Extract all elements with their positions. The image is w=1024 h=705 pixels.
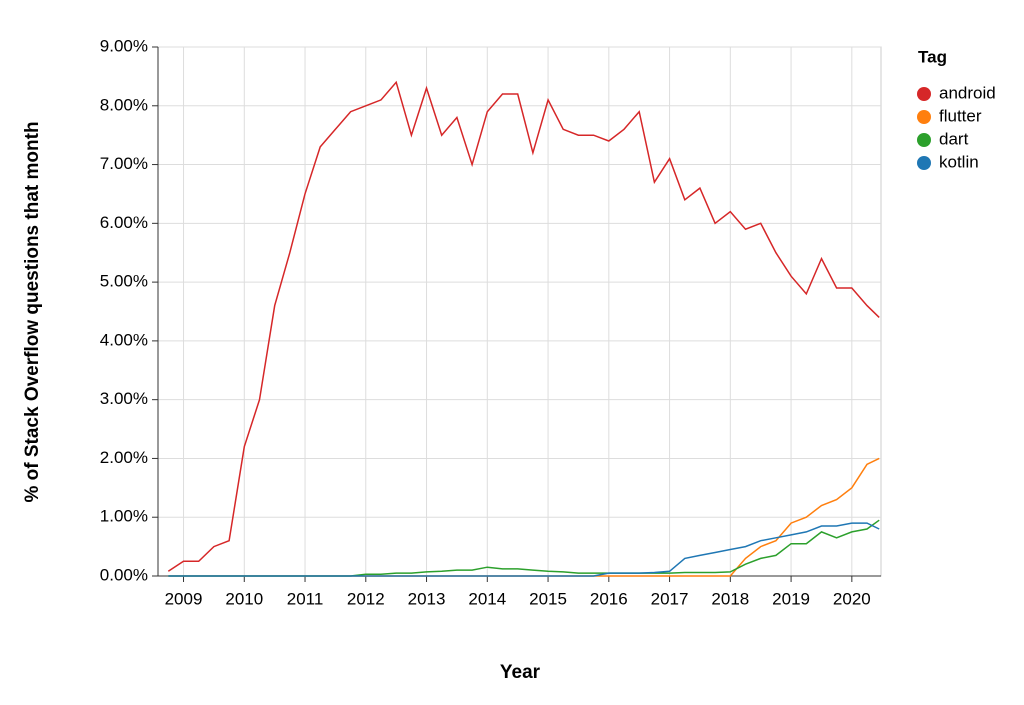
y-tick-label: 0.00% (100, 565, 148, 584)
legend-label: dart (939, 129, 969, 148)
legend-swatch (917, 133, 931, 147)
x-tick-label: 2014 (468, 589, 506, 608)
legend-swatch (917, 87, 931, 101)
legend-label: kotlin (939, 152, 979, 171)
y-tick-label: 4.00% (100, 330, 148, 349)
legend-label: flutter (939, 106, 982, 125)
x-tick-label: 2010 (225, 589, 263, 608)
y-tick-label: 5.00% (100, 272, 148, 291)
legend-label: android (939, 83, 996, 102)
x-axis-title: Year (500, 662, 541, 683)
x-tick-label: 2017 (651, 589, 689, 608)
x-tick-label: 2015 (529, 589, 567, 608)
x-tick-label: 2016 (590, 589, 628, 608)
series-line (167, 80, 880, 572)
x-tick-label: 2009 (165, 589, 203, 608)
x-tick-label: 2011 (287, 589, 324, 608)
y-axis-title: % of Stack Overflow questions that month (22, 121, 43, 502)
x-tick-label: 2012 (347, 589, 385, 608)
legend-title: Tag (918, 47, 947, 66)
x-tick-label: 2013 (408, 589, 446, 608)
x-tick-label: 2018 (711, 589, 749, 608)
y-tick-label: 6.00% (100, 213, 148, 232)
y-tick-label: 1.00% (100, 507, 148, 526)
x-tick-label: 2019 (772, 589, 810, 608)
y-tick-label: 9.00% (100, 36, 148, 55)
y-tick-label: 3.00% (100, 389, 148, 408)
y-tick-label: 2.00% (100, 448, 148, 467)
x-tick-label: 2020 (833, 589, 871, 608)
series-line (168, 519, 880, 577)
legend-swatch (917, 156, 931, 170)
y-tick-label: 7.00% (100, 154, 148, 173)
legend-swatch (917, 110, 931, 124)
y-tick-label: 8.00% (100, 95, 148, 114)
series-line (168, 522, 880, 577)
plot-frame (157, 46, 882, 577)
